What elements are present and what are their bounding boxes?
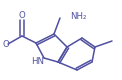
Text: HN: HN [31, 58, 45, 66]
Text: O: O [19, 10, 25, 20]
Text: O: O [3, 40, 9, 48]
Text: NH₂: NH₂ [70, 12, 86, 20]
